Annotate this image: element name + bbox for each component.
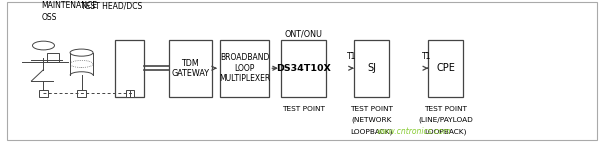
Bar	[354, 40, 389, 97]
Text: (LINE/PAYLOAD: (LINE/PAYLOAD	[419, 117, 473, 123]
Bar	[39, 89, 48, 97]
Text: LOOPBACK): LOOPBACK)	[425, 128, 467, 135]
Text: TEST HEAD/DCS: TEST HEAD/DCS	[81, 1, 143, 10]
Text: BROADBAND
LOOP
MULTIPLEXER: BROADBAND LOOP MULTIPLEXER	[219, 53, 270, 83]
Text: TEST POINT: TEST POINT	[282, 106, 326, 112]
Text: TEST POINT: TEST POINT	[424, 106, 467, 112]
Text: (NETWORK: (NETWORK	[351, 117, 392, 123]
Bar	[428, 40, 463, 97]
Text: TDM
GATEWAY: TDM GATEWAY	[172, 59, 209, 78]
Bar	[281, 40, 326, 97]
Bar	[169, 40, 212, 97]
Text: DS34T10X: DS34T10X	[277, 64, 331, 73]
Bar	[47, 53, 59, 62]
Text: T1: T1	[422, 52, 431, 61]
Text: ONT/ONU: ONT/ONU	[285, 30, 323, 39]
Text: LOOPBACK): LOOPBACK)	[350, 128, 393, 135]
Bar	[115, 40, 144, 97]
Bar	[220, 40, 269, 97]
Bar	[126, 89, 134, 97]
Text: OSS: OSS	[42, 13, 57, 22]
Bar	[77, 89, 86, 97]
Text: MAINTENANCE: MAINTENANCE	[41, 1, 97, 10]
Ellipse shape	[70, 49, 93, 56]
Text: TEST POINT: TEST POINT	[350, 106, 393, 112]
Text: T1: T1	[347, 52, 357, 61]
Text: SJ: SJ	[367, 63, 376, 73]
Text: CPE: CPE	[436, 63, 455, 73]
Text: www.cntronics.com: www.cntronics.com	[376, 127, 451, 136]
